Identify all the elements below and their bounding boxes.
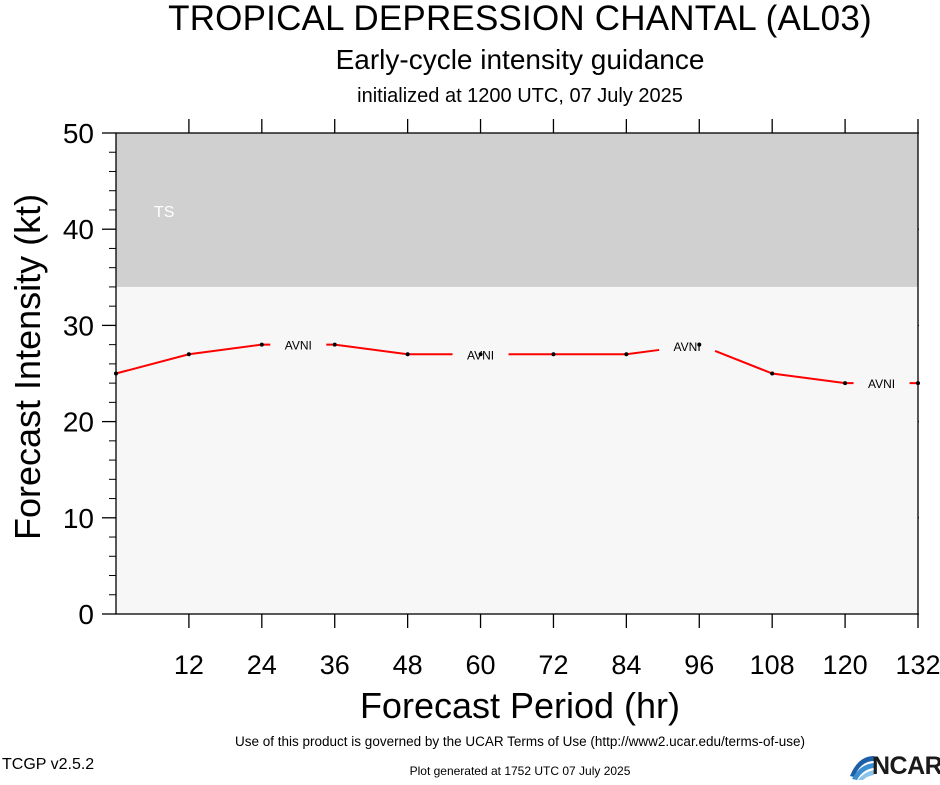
- data-point: [770, 371, 775, 376]
- data-point: [916, 381, 920, 386]
- x-tick-label: 60: [466, 650, 496, 680]
- data-point: [114, 371, 118, 376]
- x-tick-label: 48: [393, 650, 423, 680]
- data-point: [551, 352, 556, 357]
- x-tick-label: 72: [538, 650, 568, 680]
- terms-of-use: Use of this product is governed by the U…: [235, 734, 805, 749]
- series-line-avni: [508, 348, 660, 356]
- x-tick-label: 84: [611, 650, 641, 680]
- data-point: [259, 342, 264, 347]
- data-point: [697, 342, 702, 347]
- version-label: TCGP v2.5.2: [2, 756, 95, 773]
- x-tick-label: 36: [320, 650, 350, 680]
- data-point: [624, 352, 629, 357]
- x-tick-label: 24: [247, 650, 277, 680]
- series-line-avni: [714, 349, 854, 385]
- intensity-band-ts: [116, 133, 918, 287]
- series-line-avni: [326, 343, 453, 356]
- chart-subtitle: Early-cycle intensity guidance: [335, 44, 705, 75]
- x-tick-label: 132: [895, 650, 940, 680]
- x-tick-label: 96: [684, 650, 714, 680]
- chart-title: TROPICAL DEPRESSION CHANTAL (AL03): [168, 0, 872, 38]
- x-tick-label: 108: [750, 650, 795, 680]
- data-point: [186, 352, 191, 357]
- data-point: [405, 352, 410, 357]
- x-tick-label: 120: [823, 650, 868, 680]
- generated-time: Plot generated at 1752 UTC 07 July 2025: [409, 764, 631, 778]
- y-tick-label: 20: [63, 407, 94, 438]
- y-tick-label: 0: [78, 599, 94, 630]
- data-point: [843, 381, 848, 386]
- ncar-swoosh-icon: [850, 756, 874, 780]
- x-axis-label: Forecast Period (hr): [359, 685, 681, 726]
- ncar-logo: NCAR: [848, 752, 940, 780]
- y-axis-label: Forecast Intensity (kt): [7, 193, 48, 540]
- series-label: AVNI: [868, 377, 895, 391]
- y-tick-label: 50: [63, 118, 94, 149]
- ncar-logo-text: NCAR: [872, 752, 940, 780]
- series-label: AVNI: [674, 340, 701, 354]
- y-tick-label: 10: [63, 503, 94, 534]
- series-label: AVNI: [285, 339, 312, 353]
- series-label: AVNI: [467, 348, 494, 362]
- x-tick-label: 12: [174, 650, 204, 680]
- y-tick-label: 30: [63, 310, 94, 341]
- band-label: TS: [154, 204, 174, 221]
- series-line-avni: [115, 343, 271, 375]
- initialized-time: initialized at 1200 UTC, 07 July 2025: [357, 85, 683, 107]
- data-point: [478, 352, 483, 357]
- y-tick-label: 40: [63, 214, 94, 245]
- data-point: [332, 342, 337, 347]
